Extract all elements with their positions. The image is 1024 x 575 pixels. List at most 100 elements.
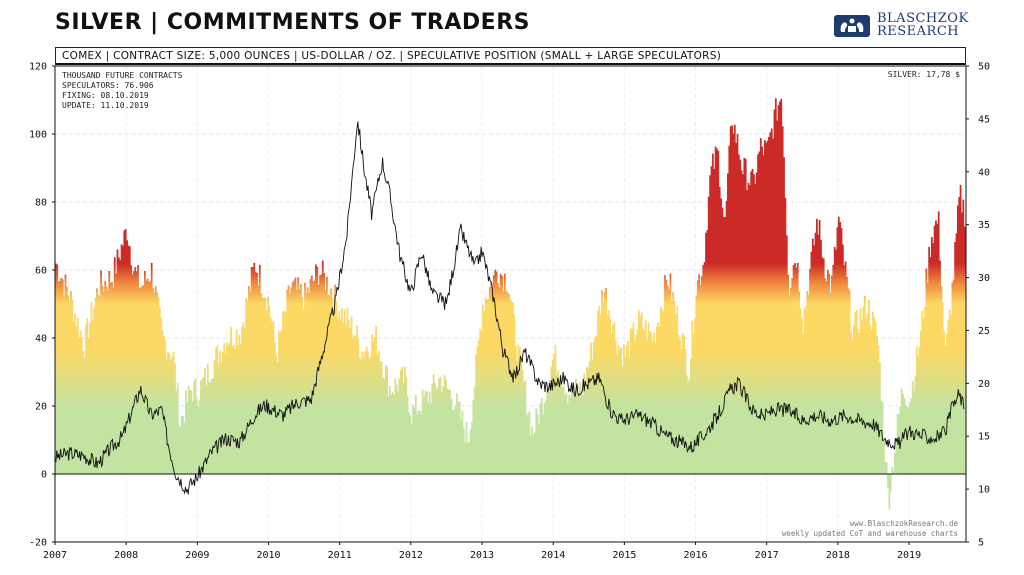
spec-bar [579,382,581,474]
spec-bar [287,285,290,474]
spec-bar [527,413,529,474]
footer-note: weekly updated CoT and warehouse charts [781,529,958,538]
spec-bar [553,354,555,474]
spec-bar [591,360,594,474]
spec-bar [502,291,505,474]
spec-bar [642,327,644,474]
spec-bar [345,324,347,474]
spec-bar [933,225,936,474]
spec-bar [61,279,64,474]
spec-bar [709,175,712,474]
spec-bar [432,374,435,474]
spec-bar [386,366,388,474]
spec-bar [885,462,888,474]
spec-bar [555,374,558,474]
info-update: UPDATE: 11.10.2019 [62,101,149,110]
spec-bar [216,345,219,474]
spec-bar [379,361,382,474]
spec-bar [312,281,315,474]
spec-bar [904,404,907,474]
spec-bar [198,400,201,474]
spec-bar [729,126,732,474]
spec-bar [350,316,353,474]
spec-bar [762,155,765,474]
spec-bar [616,354,618,474]
spec-bar [462,427,465,474]
spec-bar [130,265,133,474]
spec-bar [837,216,840,474]
spec-bar [341,307,343,474]
spec-bar [728,145,731,474]
spec-bar [509,299,512,474]
x-tick-label: 2013 [470,550,494,561]
spec-bar [688,378,691,474]
spec-bar [539,403,542,474]
left-tick-label: -20 [29,538,47,549]
spec-bar [126,240,128,474]
spec-bar [503,273,506,474]
info-units: THOUSAND FUTURE CONTRACTS [62,71,183,80]
spec-bar [299,284,302,474]
spec-bar [924,306,926,474]
spec-bar [932,243,935,474]
spec-bar [346,308,349,474]
spec-bar [878,361,881,474]
spec-bar [735,142,738,475]
spec-bar [102,291,105,474]
spec-bar [353,335,356,474]
spec-bar [707,196,710,475]
spec-bar [941,302,944,474]
spec-bar [369,356,372,474]
spec-bar [354,336,357,474]
spec-bar [398,378,401,474]
spec-bar [142,285,145,474]
spec-bar [494,269,497,474]
spec-bar [755,172,758,474]
spec-bar [898,414,900,474]
spec-bar [587,367,590,474]
spec-bar [295,289,298,474]
spec-bar [317,284,320,474]
spec-bar [388,385,391,474]
spec-bar [803,308,806,474]
spec-bar [792,265,795,474]
spec-bar [451,409,454,474]
spec-bar [301,297,304,474]
spec-bar [399,369,402,474]
spec-bar [164,340,167,474]
logo: BLASCHZOK RESEARCH [833,10,969,40]
right-tick-label: 45 [978,114,990,125]
spec-bar [165,359,168,474]
spec-bar [63,295,65,474]
spec-bar [599,313,602,474]
spec-bar [457,402,460,474]
spec-bar [868,300,870,474]
spec-bar [677,335,680,474]
spec-bar [57,281,60,474]
spec-bar [785,235,788,474]
spec-bar [947,319,950,474]
spec-bar [442,386,445,474]
spec-bar [802,333,805,474]
spec-bar [505,290,508,474]
spec-bar [561,387,564,474]
spec-bar [617,345,620,474]
spec-bar [491,289,494,474]
spec-bar [572,392,575,474]
spec-bar [194,378,197,474]
spec-bar [826,269,829,474]
spec-bar [456,393,458,474]
spec-bar [471,422,473,474]
spec-bar [863,295,866,474]
spec-bar [780,98,783,474]
spec-bar [434,382,436,474]
spec-bar [815,218,818,474]
spec-bar [461,410,464,474]
spec-bar [383,378,386,474]
spec-bar [123,230,126,474]
spec-bar [917,356,920,474]
spec-bar [690,358,692,474]
spec-bar [373,337,376,474]
spec-bar [168,353,171,474]
spec-bar [209,383,212,474]
